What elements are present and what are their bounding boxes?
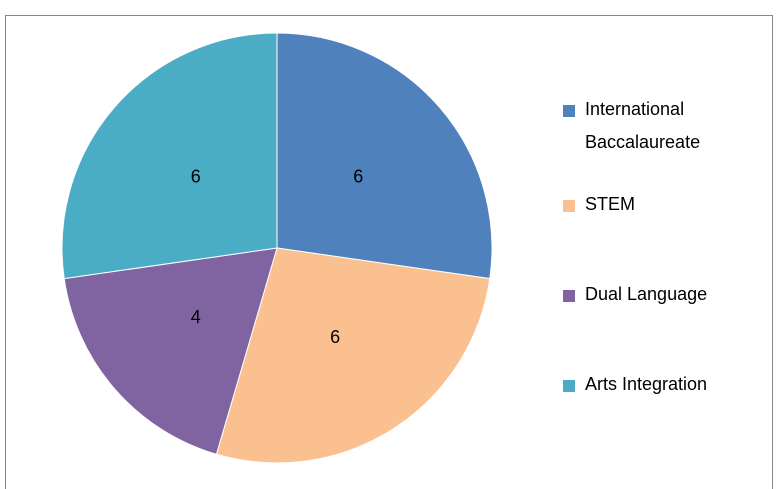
legend-item: STEM bbox=[563, 194, 750, 221]
pie-slice bbox=[215, 247, 491, 464]
data-label: 6 bbox=[191, 166, 201, 186]
data-label: 6 bbox=[353, 166, 363, 186]
pie-slice bbox=[63, 247, 278, 455]
legend-label: Dual Language bbox=[585, 284, 708, 304]
pie-slice bbox=[276, 32, 493, 280]
legend-label: Arts Integration bbox=[585, 374, 708, 394]
legend-swatch bbox=[563, 380, 575, 392]
legend-label: STEM bbox=[585, 194, 636, 214]
legend-item: Dual Language bbox=[563, 284, 750, 311]
legend-item: Arts Integration bbox=[563, 374, 750, 401]
legend-item: International Baccalaureate bbox=[563, 99, 750, 159]
legend-label: International Baccalaureate bbox=[585, 99, 701, 152]
pie-slice bbox=[61, 32, 278, 280]
data-label: 6 bbox=[330, 327, 340, 347]
legend-swatch bbox=[563, 200, 575, 212]
legend-swatch bbox=[563, 290, 575, 302]
data-label: 4 bbox=[191, 307, 201, 327]
legend-swatch bbox=[563, 105, 575, 117]
